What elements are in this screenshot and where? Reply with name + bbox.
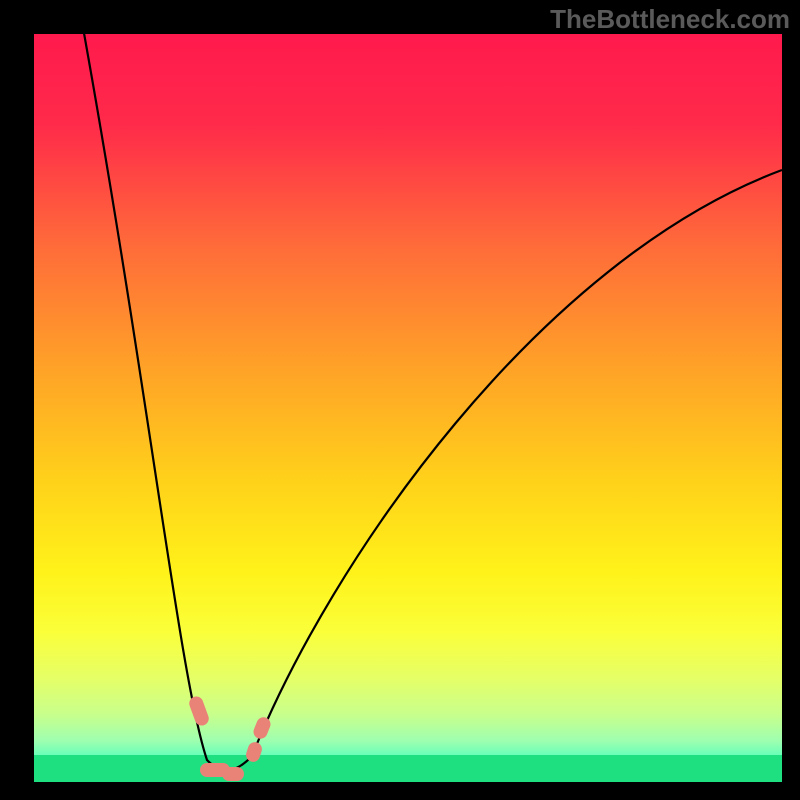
watermark-text: TheBottleneck.com (550, 4, 790, 35)
optimal-green-band (34, 755, 782, 782)
bottleneck-chart (0, 0, 800, 800)
marker-point (222, 767, 244, 781)
